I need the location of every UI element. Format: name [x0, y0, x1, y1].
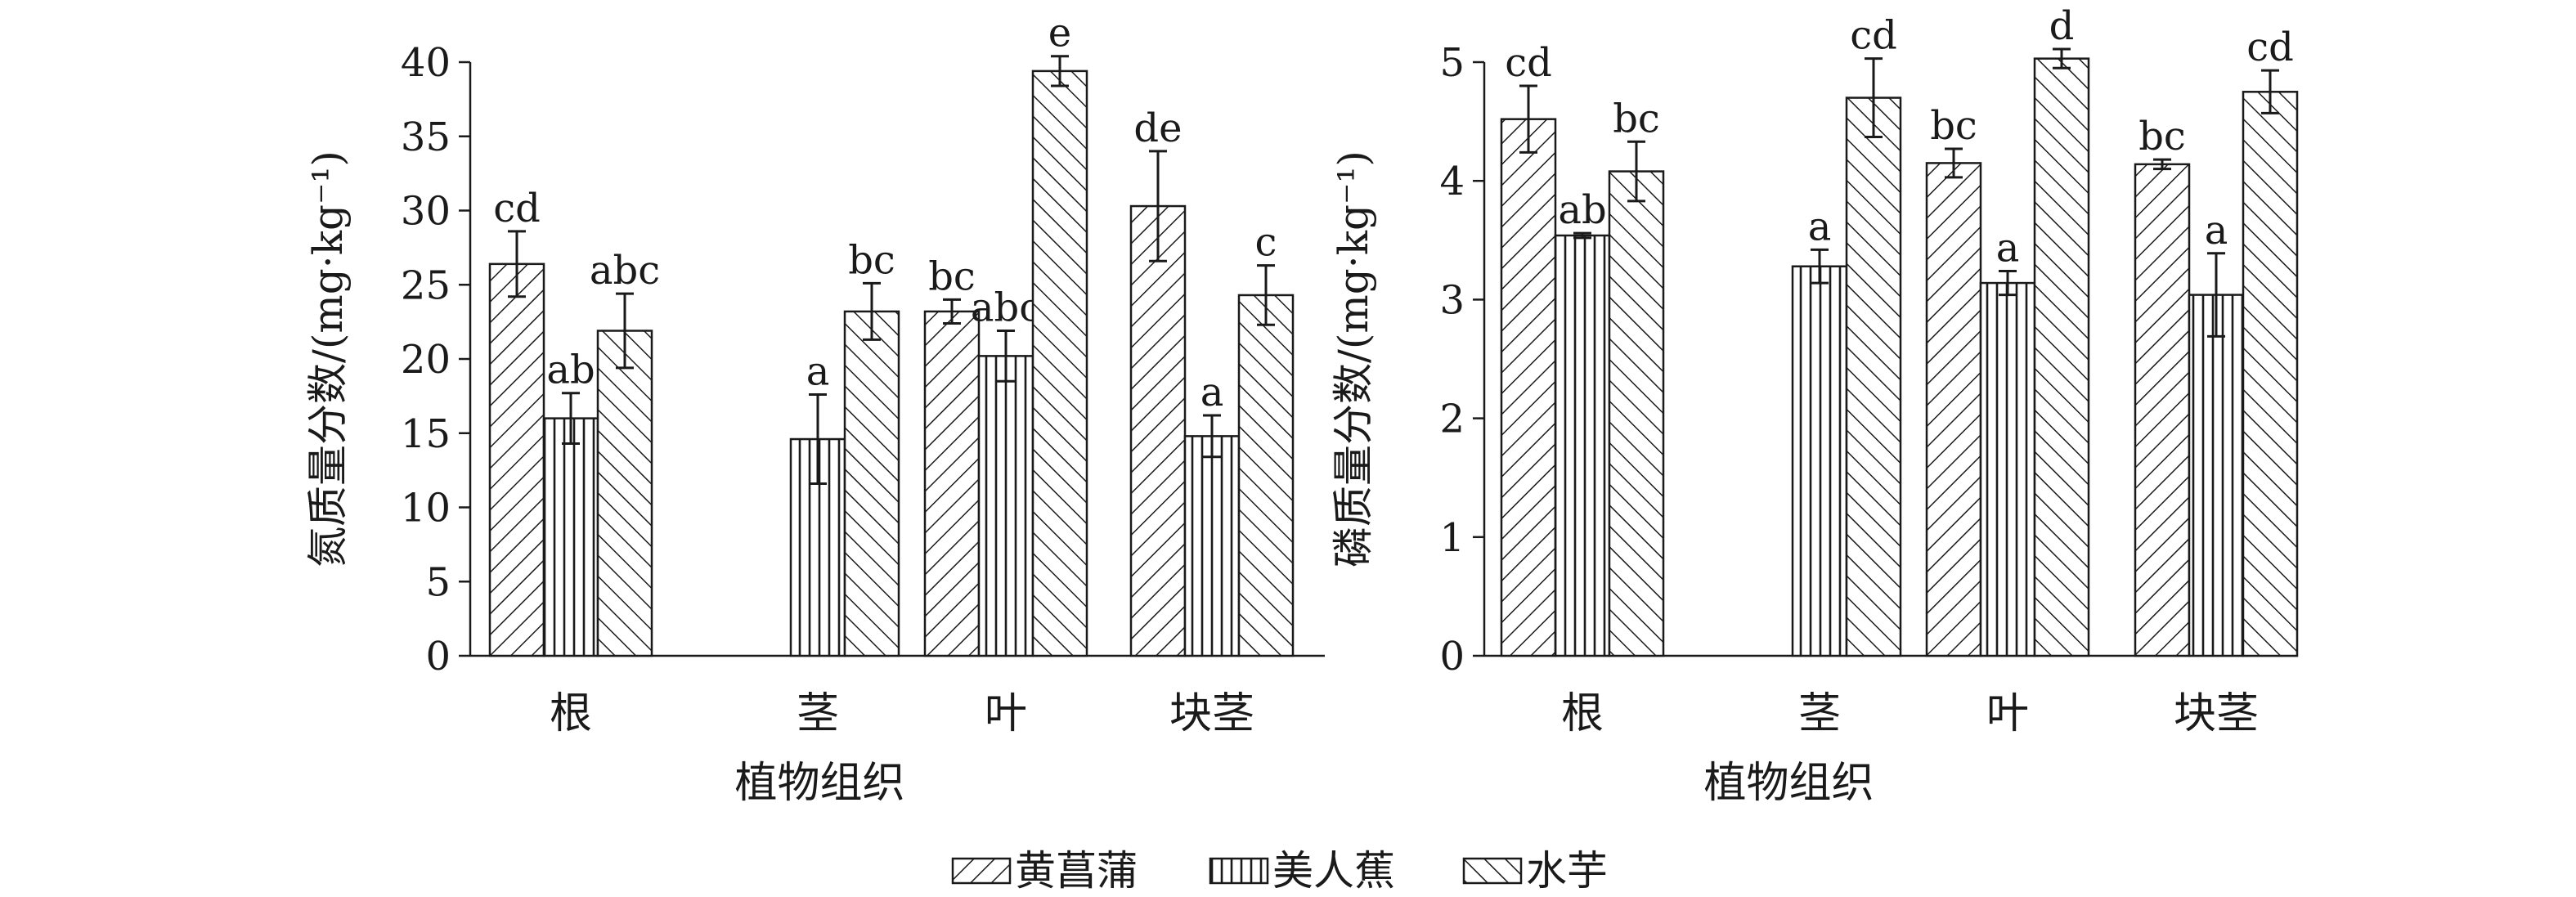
- significance-label: c: [1255, 220, 1277, 266]
- legend-label: 水芋: [1526, 847, 1608, 895]
- significance-label: bc: [928, 253, 976, 299]
- significance-label: bc: [2138, 114, 2186, 159]
- significance-label: bc: [1613, 96, 1660, 141]
- bar: [1129, 204, 1187, 657]
- significance-label: de: [1133, 105, 1182, 151]
- y-tick-label: 15: [401, 411, 451, 457]
- y-tick-label: 0: [425, 634, 451, 679]
- x-tick-label: 根: [550, 689, 592, 738]
- significance-label: cd: [493, 186, 541, 231]
- x-tick-label: 块茎: [2174, 689, 2259, 738]
- bar: [488, 262, 545, 657]
- significance-label: a: [1808, 204, 1832, 249]
- legend-swatch: [1209, 857, 1269, 885]
- y-tick-label: 5: [425, 559, 451, 605]
- y-tick-label: 5: [1439, 40, 1465, 86]
- significance-label: a: [1200, 370, 1224, 415]
- x-axis-title: 植物组织: [734, 759, 904, 808]
- significance-label: a: [1996, 226, 2020, 271]
- significance-label: bc: [1930, 103, 1977, 149]
- x-tick-label: 根: [1561, 689, 1604, 738]
- y-tick-label: 0: [1439, 634, 1465, 679]
- legend-swatch: [951, 857, 1012, 885]
- y-tick-label: 20: [401, 337, 451, 383]
- bar: [2134, 163, 2191, 657]
- bar: [1791, 265, 1848, 657]
- bar: [542, 417, 599, 657]
- bar: [2188, 294, 2245, 657]
- bar: [1500, 118, 1557, 657]
- significance-label: cd: [1850, 13, 1897, 59]
- x-tick-label: 茎: [797, 689, 839, 738]
- chart-panel-1: 0 5 10 15 20 25 30 35 40 氮质量分数/(mg·kg⁻¹) 根 茎 叶 块茎植物组织…: [304, 11, 1325, 808]
- bar: [923, 310, 981, 657]
- y-tick-label: 40: [401, 40, 451, 86]
- bar: [2242, 91, 2299, 657]
- y-tick-label: 1: [1439, 515, 1465, 561]
- bar: [1031, 70, 1088, 657]
- bar: [1237, 294, 1295, 657]
- significance-label: cd: [1505, 40, 1552, 86]
- bar: [977, 355, 1034, 657]
- significance-label: a: [806, 349, 830, 395]
- significance-label: abc: [590, 248, 660, 294]
- legend-label: 美人蕉: [1272, 847, 1395, 895]
- y-tick-label: 35: [401, 114, 451, 160]
- legend-swatch: [1462, 857, 1523, 885]
- y-tick-label: 4: [1439, 159, 1465, 204]
- bar: [2033, 57, 2090, 657]
- significance-label: cd: [2246, 25, 2294, 70]
- significance-label: ab: [546, 348, 595, 393]
- y-tick-label: 25: [401, 262, 451, 308]
- bar: [1925, 162, 1982, 657]
- legend-item: 黄菖蒲: [951, 847, 1138, 895]
- significance-label: ab: [1558, 187, 1606, 233]
- significance-label: a: [2205, 208, 2228, 253]
- legend-item: 水芋: [1462, 847, 1608, 895]
- bar: [1183, 435, 1241, 657]
- bar: [843, 310, 900, 657]
- y-axis-title: 氮质量分数/(mg·kg⁻¹): [304, 150, 352, 567]
- y-tick-label: 10: [401, 486, 451, 531]
- chart-panels: 0510152025303540氮质量分数/(mg·kg⁻¹)根茎叶块茎植物组织…: [304, 3, 2299, 808]
- bar: [1845, 96, 1902, 657]
- x-tick-label: 叶: [1986, 689, 2029, 738]
- chart-panel-2: 012345磷质量分数/(mg·kg⁻¹)根茎叶块茎植物组织cdbc bcab a a…: [1330, 3, 2299, 808]
- bar: [1979, 281, 2036, 657]
- y-tick-label: 3: [1439, 277, 1465, 323]
- bar: [1554, 234, 1611, 657]
- y-axis-title: 磷质量分数/(mg·kg⁻¹): [1330, 150, 1377, 567]
- x-tick-label: 块茎: [1169, 689, 1254, 738]
- x-axis-title: 植物组织: [1703, 759, 1874, 808]
- significance-label: abc: [971, 285, 1041, 331]
- significance-label: d: [2049, 3, 2075, 49]
- y-tick-label: 2: [1439, 397, 1465, 442]
- bar: [1608, 170, 1665, 657]
- legend-item: 美人蕉: [1209, 847, 1395, 895]
- y-tick-label: 30: [401, 189, 451, 235]
- x-tick-label: 叶: [985, 689, 1027, 738]
- significance-label: bc: [848, 237, 895, 283]
- legend: 黄菖蒲 美人蕉 水芋: [951, 847, 1608, 895]
- bar: [596, 330, 653, 657]
- x-tick-label: 茎: [1798, 689, 1841, 738]
- significance-label: e: [1048, 11, 1071, 56]
- legend-label: 黄菖蒲: [1015, 847, 1138, 895]
